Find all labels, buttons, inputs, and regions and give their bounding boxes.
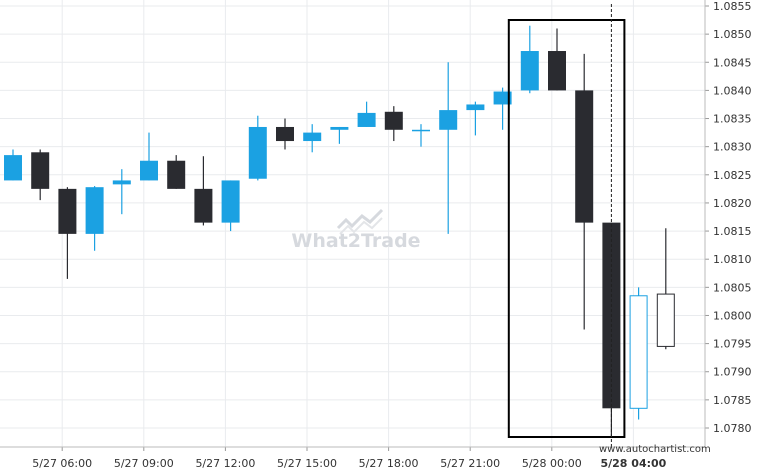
y-tick-label: 1.0855 <box>713 0 752 13</box>
candle-body <box>221 180 240 223</box>
candle-bullish <box>85 186 104 251</box>
x-tick-label: 5/27 21:00 <box>440 457 500 470</box>
watermark-chart-icon <box>336 208 384 235</box>
candle-body <box>85 187 104 234</box>
y-tick-label: 1.0800 <box>713 309 752 322</box>
y-tick-label: 1.0810 <box>713 253 752 266</box>
x-tick-label: 5/27 09:00 <box>114 457 174 470</box>
x-tick-label: 5/28 04:00 <box>600 457 666 470</box>
candle-body <box>112 180 131 185</box>
y-tick-label: 1.0785 <box>713 394 752 407</box>
candle-body <box>330 126 349 130</box>
pattern-highlight-box <box>507 19 626 438</box>
y-tick-label: 1.0845 <box>713 56 752 69</box>
x-axis: 5/27 06:00 5/27 09:00 5/27 12:00 5/27 15:00… <box>0 446 705 470</box>
candle-body <box>412 129 430 132</box>
y-tick-label: 1.0795 <box>713 338 752 351</box>
grid <box>0 0 705 447</box>
candle-bearish <box>575 53 594 330</box>
y-tick-label: 1.0790 <box>713 366 752 379</box>
candle-body <box>357 112 376 127</box>
candle-bullish <box>357 101 376 127</box>
candle-body <box>167 160 186 189</box>
x-tick-label: 5/27 15:00 <box>277 457 337 470</box>
candle-bullish <box>4 149 22 181</box>
y-tick-label: 1.0780 <box>713 422 752 435</box>
y-axis: 1.0855 1.0850 1.0845 1.0840 1.0835 1.0830 1.08… <box>704 0 752 447</box>
x-tick-label: 5/27 12:00 <box>195 457 255 470</box>
x-tick-label: 5/27 18:00 <box>359 457 419 470</box>
candle-body <box>439 110 458 130</box>
watermark: What2Trade <box>291 208 421 252</box>
candle-bullish <box>248 115 267 181</box>
watermark-text: What2Trade <box>291 230 420 252</box>
pattern-overlay <box>507 4 626 447</box>
candle-body <box>384 111 403 130</box>
candle-bearish <box>384 106 403 142</box>
candle-body <box>466 104 485 111</box>
candle-bearish <box>58 187 77 279</box>
candle-bearish <box>548 28 566 91</box>
candle-body <box>656 293 675 347</box>
x-tick-label: 5/27 06:00 <box>32 457 92 470</box>
candle-body <box>276 126 294 142</box>
y-tick-label: 1.0830 <box>713 141 752 154</box>
candle-body <box>493 91 512 105</box>
candle-bullish <box>439 62 458 234</box>
candle-bearish <box>194 156 213 226</box>
candle-body <box>629 295 648 409</box>
candle-bullish <box>629 287 648 420</box>
candle-body <box>575 90 594 223</box>
candle-bullish <box>520 25 539 94</box>
y-tick-label: 1.0840 <box>713 84 752 97</box>
candle-body <box>248 126 267 179</box>
candle-bullish <box>412 124 430 147</box>
candle-body <box>140 160 158 181</box>
candle-bullish <box>493 87 512 130</box>
candle-bullish <box>330 126 349 144</box>
candle-bullish <box>303 124 322 153</box>
candle-bullish <box>140 132 158 181</box>
y-tick-label: 1.0850 <box>713 28 752 41</box>
y-tick-label: 1.0815 <box>713 225 752 238</box>
y-tick-label: 1.0805 <box>713 281 752 294</box>
candle-bullish <box>221 180 240 232</box>
x-tick-label: 5/28 00:00 <box>522 457 582 470</box>
y-tick-label: 1.0820 <box>713 197 752 210</box>
y-tick-label: 1.0825 <box>713 169 752 182</box>
candle-body <box>31 152 50 189</box>
candle-body <box>58 188 77 234</box>
candle-bearish <box>276 118 294 150</box>
candle-body <box>194 188 213 223</box>
candle-bearish <box>656 228 675 350</box>
y-tick-label: 1.0835 <box>713 113 752 126</box>
candle-bearish <box>167 155 186 189</box>
candle-bullish <box>466 101 485 136</box>
candle-body <box>520 51 539 91</box>
autochartist-credit: www.autochartist.com <box>599 444 711 455</box>
candle-bearish <box>31 149 50 201</box>
candle-bullish <box>112 169 131 215</box>
candle-body <box>548 51 566 91</box>
candle-body <box>4 155 22 181</box>
candle-body <box>303 132 322 142</box>
